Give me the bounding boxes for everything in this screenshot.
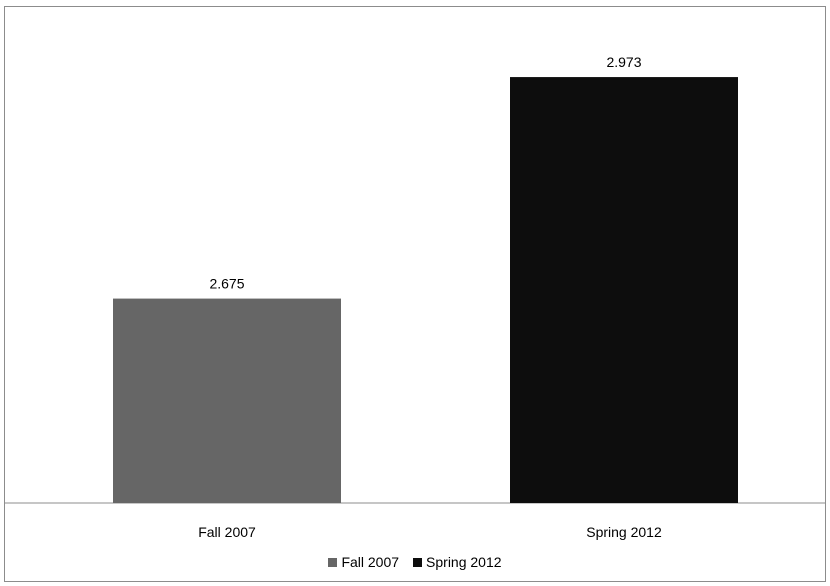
legend-item-fall-2007: Fall 2007 <box>328 554 399 570</box>
legend-label-fall-2007: Fall 2007 <box>341 554 400 570</box>
legend-item-spring-2012: Spring 2012 <box>413 554 502 570</box>
bar-spring-2012 <box>510 77 738 503</box>
data-label-spring-2012: 2.973 <box>606 54 641 70</box>
legend-label-spring-2012: Spring 2012 <box>426 554 502 570</box>
category-tick-labels-group: Fall 2007 Spring 2012 <box>198 524 662 540</box>
tick-label-fall-2007: Fall 2007 <box>198 524 256 540</box>
tick-label-spring-2012: Spring 2012 <box>586 524 662 540</box>
legend-swatch-spring-2012 <box>413 557 423 567</box>
bar-fall-2007 <box>113 298 341 503</box>
data-label-fall-2007: 2.675 <box>209 276 244 292</box>
legend: Fall 2007 Spring 2012 <box>0 554 830 570</box>
legend-swatch-fall-2007 <box>328 557 338 567</box>
data-labels-group: 2.675 2.973 <box>209 54 641 292</box>
bars-group <box>113 77 738 503</box>
